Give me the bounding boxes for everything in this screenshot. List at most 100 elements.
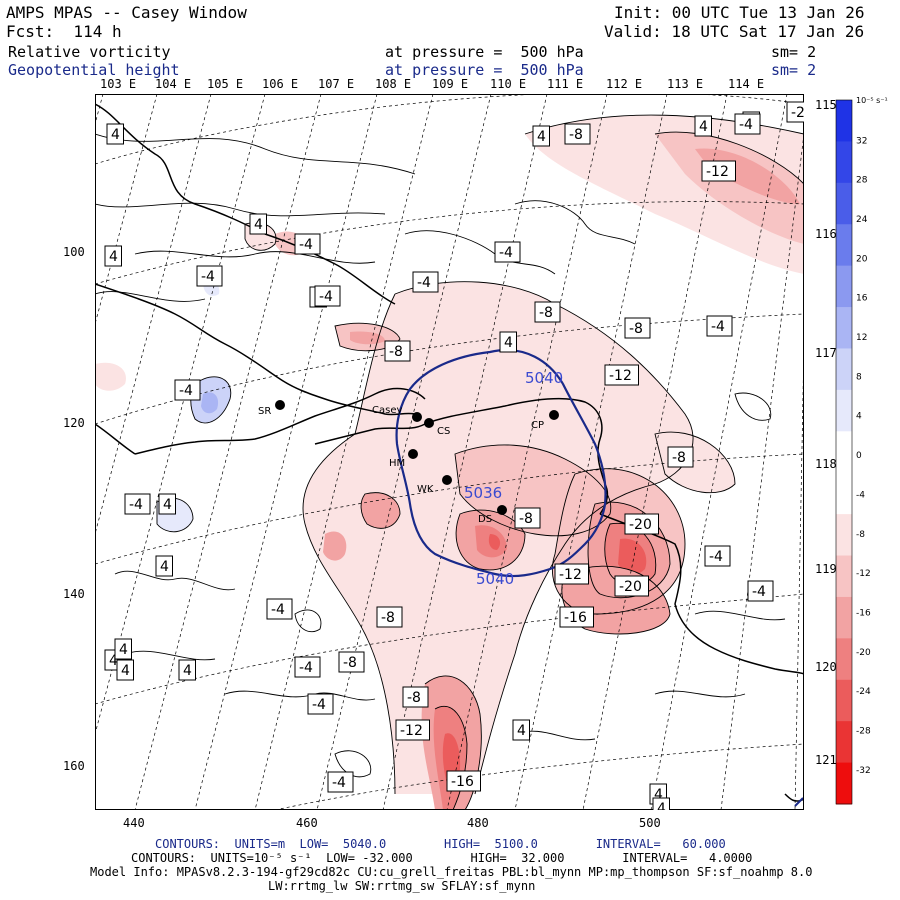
station-marker [442, 475, 452, 485]
svg-text:-12: -12 [400, 723, 423, 739]
vorticity-contour-label: -4 [706, 315, 733, 337]
svg-text:-8: -8 [672, 450, 686, 466]
vorticity-contour-label: -4 [196, 265, 223, 287]
vorticity-contour-label: -4 [174, 379, 201, 401]
svg-text:-12: -12 [609, 368, 632, 384]
vorticity-contour-label: -12 [554, 563, 589, 585]
vorticity-contour-label: -8 [338, 651, 365, 673]
vorticity-contour-label: -4 [747, 580, 774, 602]
colorbar-tick: 12 [856, 333, 867, 343]
station-marker [424, 418, 434, 428]
vorticity-contour-label: 4 [116, 659, 134, 681]
lon-label: 109 E [432, 77, 469, 91]
y-tick: 100 [63, 245, 85, 259]
colorbar-tick: -20 [856, 648, 871, 658]
map-title: AMPS MPAS -- Casey Window [6, 3, 247, 22]
colorbar-segment [836, 182, 852, 225]
svg-text:-4: -4 [332, 775, 346, 791]
station-labels: SR Casey CS HM WK DS CP [258, 405, 544, 525]
colorbar-segment [836, 721, 852, 764]
vorticity-contour-label: 4 [512, 719, 530, 741]
vorticity-contour-label: 4 [499, 331, 517, 353]
vorticity-contour-label: -16 [559, 606, 594, 628]
vorticity-contour-label: -4 [294, 233, 321, 255]
svg-text:-8: -8 [407, 690, 421, 706]
colorbar-tick: -24 [856, 687, 871, 697]
vorticity-contour-label: -4 [294, 656, 321, 678]
colorbar-tick: 4 [856, 412, 862, 422]
coastline [95, 103, 804, 802]
svg-text:-4: -4 [312, 697, 326, 713]
map-panel: SR Casey CS HM WK DS CP 5040 5036 5040 4… [95, 94, 804, 810]
station-label: CS [437, 426, 450, 437]
colorbar-tick: 28 [856, 176, 868, 186]
vorticity-contour-label: -4 [704, 545, 731, 567]
colorbar-tick: 20 [856, 254, 868, 264]
x-tick: 480 [467, 816, 489, 830]
map-frame [95, 94, 804, 810]
y-tick: 140 [63, 587, 85, 601]
lon-label: 108 E [375, 77, 412, 91]
svg-text:-8: -8 [569, 127, 583, 143]
svg-text:-8: -8 [519, 511, 533, 527]
vorticity-contour-label: -12 [395, 719, 430, 741]
svg-text:4: 4 [254, 217, 263, 233]
lon-label: 106 E [262, 77, 299, 91]
colorbar-tick: -4 [856, 490, 865, 500]
height-label: 5040 [476, 570, 514, 588]
vorticity-contour-label: 4 [178, 659, 196, 681]
vorticity-contour-label: -8 [564, 123, 591, 145]
colorbar-tick: -32 [856, 766, 871, 776]
svg-text:-4: -4 [739, 117, 753, 133]
vorticity-contour-label: -8 [376, 606, 403, 628]
lon-label: 107 E [318, 77, 355, 91]
svg-text:4: 4 [109, 249, 118, 265]
colorbar-tick: 0 [856, 451, 862, 461]
station-label: Casey [372, 405, 402, 416]
height-labels: 5040 5036 5040 [464, 369, 563, 588]
svg-text:4: 4 [163, 497, 172, 513]
colorbar-segment [836, 679, 852, 722]
svg-text:-16: -16 [451, 774, 474, 790]
colorbar-segment [836, 596, 852, 639]
vorticity-contour-label: -8 [534, 301, 561, 323]
valid-time: Valid: 18 UTC Sat 17 Jan 26 [604, 22, 865, 41]
svg-text:-4: -4 [299, 660, 313, 676]
x-tick: 460 [296, 816, 318, 830]
edge-tick [794, 797, 804, 807]
svg-text:4: 4 [111, 127, 120, 143]
vorticity-contour-label: -20 [614, 575, 649, 597]
contours-vorticity-info: CONTOURS: UNITS=10⁻⁵ s⁻¹ LOW= -32.000 HI… [131, 851, 753, 865]
colorbar-segment [836, 638, 852, 681]
svg-text:-12: -12 [559, 567, 582, 583]
svg-text:4: 4 [119, 642, 128, 658]
height-label: 5040 [525, 369, 563, 387]
colorbar-segment [836, 555, 852, 598]
svg-text:4: 4 [183, 663, 192, 679]
colorbar-tick: 32 [856, 136, 867, 146]
field2-name: Geopotential height [8, 61, 180, 79]
vorticity-contour-label: 4 [694, 115, 712, 137]
lon-label: 113 E [667, 77, 704, 91]
vorticity-contour-label: 4 [532, 125, 550, 147]
colorbar-segment [836, 265, 852, 308]
vorticity-contour-label: -4 [734, 113, 761, 135]
field2-smoothing: sm= 2 [771, 61, 817, 79]
vorticity-labels: 444444444444444444-4-4-4-4-4-4-4-4-4-4-4… [104, 101, 804, 810]
height-label: 5036 [464, 484, 502, 502]
vorticity-contour-label: 4 [249, 213, 267, 235]
vorticity-contour-label: -8 [402, 686, 429, 708]
colorbar-segment [836, 141, 852, 184]
svg-text:-8: -8 [629, 321, 643, 337]
svg-text:-4: -4 [271, 602, 285, 618]
latlon-grid [95, 94, 804, 810]
colorbar-segment [836, 348, 852, 391]
field2-level: at pressure = 500 hPa [385, 61, 584, 79]
height-contour-5040 [395, 349, 607, 578]
svg-text:-4: -4 [711, 319, 725, 335]
colorbar-tick: -28 [856, 726, 871, 736]
station-marker [497, 505, 507, 515]
colorbar-tick: 16 [856, 294, 868, 304]
colorbar: 10⁻⁵ s⁻¹ 32 28 24 20 16 12 8 4 0 -4 -8 -12 -16 -20 -24 -… [835, 96, 888, 805]
svg-text:-8: -8 [381, 610, 395, 626]
